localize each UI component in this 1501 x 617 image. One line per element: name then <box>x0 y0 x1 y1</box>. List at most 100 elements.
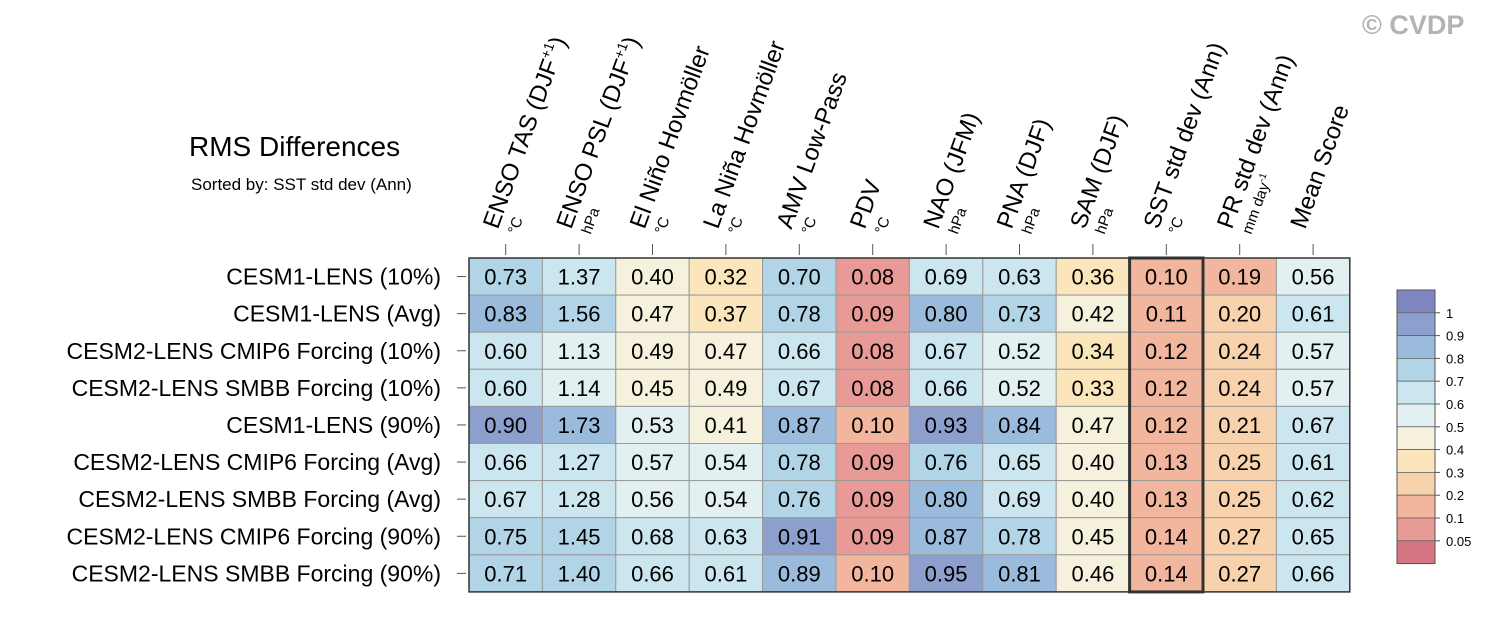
heatmap-cell <box>468 405 543 444</box>
cell-value: 0.70 <box>778 265 821 290</box>
heatmap-cell <box>908 443 984 482</box>
cell-value: 0.34 <box>1071 339 1114 364</box>
cell-value: 0.54 <box>704 487 747 512</box>
column-unit: °C <box>872 215 894 237</box>
cell-value: 0.56 <box>1292 265 1335 290</box>
cell-value: 0.10 <box>1145 265 1188 290</box>
cell-value: 0.08 <box>851 376 894 401</box>
column-unit: °C <box>505 215 527 237</box>
heatmap-cell <box>908 405 984 444</box>
column-label-text: La Niña Hovmöller <box>698 37 791 232</box>
cell-value: 0.47 <box>704 339 747 364</box>
colorbar-label: 0.2 <box>1446 488 1464 503</box>
cell-value: 0.87 <box>925 524 968 549</box>
cell-value: 0.57 <box>1292 339 1335 364</box>
column-header: PDV°C <box>845 176 894 237</box>
cell-value: 0.90 <box>484 413 527 438</box>
heatmap-cell <box>1275 257 1351 296</box>
heatmap-cell <box>1202 517 1277 556</box>
colorbar-label: 0.4 <box>1446 443 1464 458</box>
row-label: CESM1-LENS (90%) <box>226 412 441 438</box>
heatmap-cell <box>541 480 617 519</box>
heatmap-cell <box>615 517 690 556</box>
cell-value: 0.40 <box>631 265 674 290</box>
cell-value: 0.10 <box>851 413 894 438</box>
heatmap-cell <box>1275 517 1351 556</box>
heatmap-cell <box>982 443 1057 482</box>
heatmap-cell <box>468 257 543 296</box>
cell-value: 0.24 <box>1218 376 1261 401</box>
cell-value: 0.11 <box>1146 302 1187 327</box>
cell-value: 1.14 <box>558 376 601 401</box>
column-label-text: AMV Low-Pass <box>772 69 853 232</box>
heatmap-cell <box>982 405 1057 444</box>
chart-title: RMS Differences <box>189 131 400 162</box>
column-unit-text: °C <box>725 215 747 237</box>
cell-value: 0.66 <box>925 376 968 401</box>
column-header: Mean Score <box>1285 101 1355 232</box>
colorbar-swatch <box>1396 357 1436 382</box>
heatmap-cell <box>762 294 837 333</box>
cell-value: 0.93 <box>925 413 968 438</box>
cell-value: 0.67 <box>484 487 527 512</box>
heatmap-cell <box>615 554 690 593</box>
cell-value: 0.12 <box>1145 376 1188 401</box>
column-header: PNA (DJF)hPa <box>992 115 1057 236</box>
cell-value: 0.40 <box>1071 450 1114 475</box>
heatmap-cell <box>1275 554 1351 593</box>
row-label: CESM2-LENS CMIP6 Forcing (10%) <box>67 338 442 364</box>
column-label: La Niña Hovmöller <box>698 37 791 232</box>
column-unit-text: °C <box>799 215 821 237</box>
cell-value: 0.73 <box>998 302 1041 327</box>
cell-value: 0.78 <box>778 450 821 475</box>
cell-value: 0.78 <box>778 302 821 327</box>
column-header: SAM (DJF)hPa <box>1065 111 1131 236</box>
column-unit-text: °C <box>1166 215 1188 237</box>
cell-value: 0.63 <box>704 524 747 549</box>
watermark: © CVDP <box>1362 10 1464 40</box>
colorbar-label: 0.5 <box>1446 420 1464 435</box>
colorbar-swatch <box>1396 312 1436 336</box>
cell-value: 0.45 <box>1071 524 1114 549</box>
heatmap-cell <box>835 405 910 444</box>
cell-value: 0.69 <box>925 265 968 290</box>
cell-value: 0.61 <box>704 561 747 586</box>
cell-value: 0.13 <box>1145 450 1188 475</box>
cell-value: 0.08 <box>851 265 894 290</box>
cell-value: 0.95 <box>925 561 968 586</box>
colorbar-label: 0.05 <box>1446 534 1471 549</box>
column-unit: °C <box>725 215 747 237</box>
heatmap-cell <box>982 554 1057 593</box>
heatmap-cell <box>688 331 764 370</box>
column-header: NAO (JFM)hPa <box>918 109 985 237</box>
heatmap-cell <box>835 443 910 482</box>
colorbar: 1 0.9 0.8 0.7 0.6 0.5 0.4 0.3 0.2 0.1 0.05 <box>1396 289 1471 565</box>
cell-value: 0.14 <box>1145 524 1188 549</box>
heatmap-cell <box>982 257 1057 296</box>
cell-value: 0.67 <box>1292 413 1335 438</box>
cell-value: 0.42 <box>1071 302 1114 327</box>
column-label-sup: +1 <box>537 40 558 61</box>
heatmap-cell <box>688 517 764 556</box>
cell-value: 0.71 <box>484 561 527 586</box>
column-label: Mean Score <box>1285 101 1355 232</box>
colorbar-swatch <box>1396 517 1436 542</box>
highlighted-column-border <box>1128 256 1205 594</box>
heatmap-cell <box>468 554 543 593</box>
cell-value: 0.09 <box>851 450 894 475</box>
column-headers: ENSO TAS (DJF+1)°C ENSO PSL (DJF+1)hPa El … <box>478 33 1355 255</box>
cell-value: 0.91 <box>778 524 821 549</box>
heatmap-cell <box>615 368 690 407</box>
cell-value: 0.14 <box>1145 561 1188 586</box>
cell-value: 0.12 <box>1145 339 1188 364</box>
cell-value: 0.10 <box>851 561 894 586</box>
heatmap-cell <box>468 480 543 519</box>
cell-value: 0.20 <box>1218 302 1261 327</box>
cell-value: 0.73 <box>484 265 527 290</box>
heatmap-cells: 0.73 1.37 0.40 0.32 0.70 0.08 0.69 0.63 0.36 0.10… <box>468 256 1351 594</box>
heatmap-cell <box>1055 480 1131 519</box>
cell-value: 0.54 <box>704 450 747 475</box>
heatmap-cell <box>615 405 690 444</box>
cell-value: 0.61 <box>1292 302 1335 327</box>
